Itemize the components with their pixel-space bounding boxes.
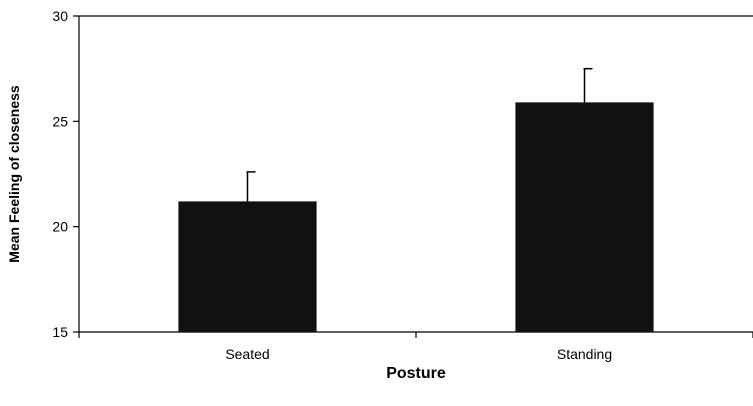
bar-standing [515, 102, 654, 332]
x-axis-ticks: Seated Standing [78, 332, 753, 362]
bar-seated [178, 201, 317, 332]
x-tick-label: Seated [225, 346, 269, 362]
y-tick-label: 15 [52, 324, 68, 340]
y-tick-label: 20 [52, 219, 68, 235]
y-axis-ticks: 15 20 25 30 [52, 8, 79, 340]
x-axis-title: Posture [386, 365, 446, 382]
y-tick-label: 25 [52, 113, 68, 129]
x-tick-label: Standing [557, 346, 612, 362]
error-bars [246, 67, 593, 202]
y-tick-label: 30 [52, 8, 68, 24]
y-axis-title: Mean Feeling of closeness [6, 85, 22, 263]
bar-series [178, 102, 654, 332]
